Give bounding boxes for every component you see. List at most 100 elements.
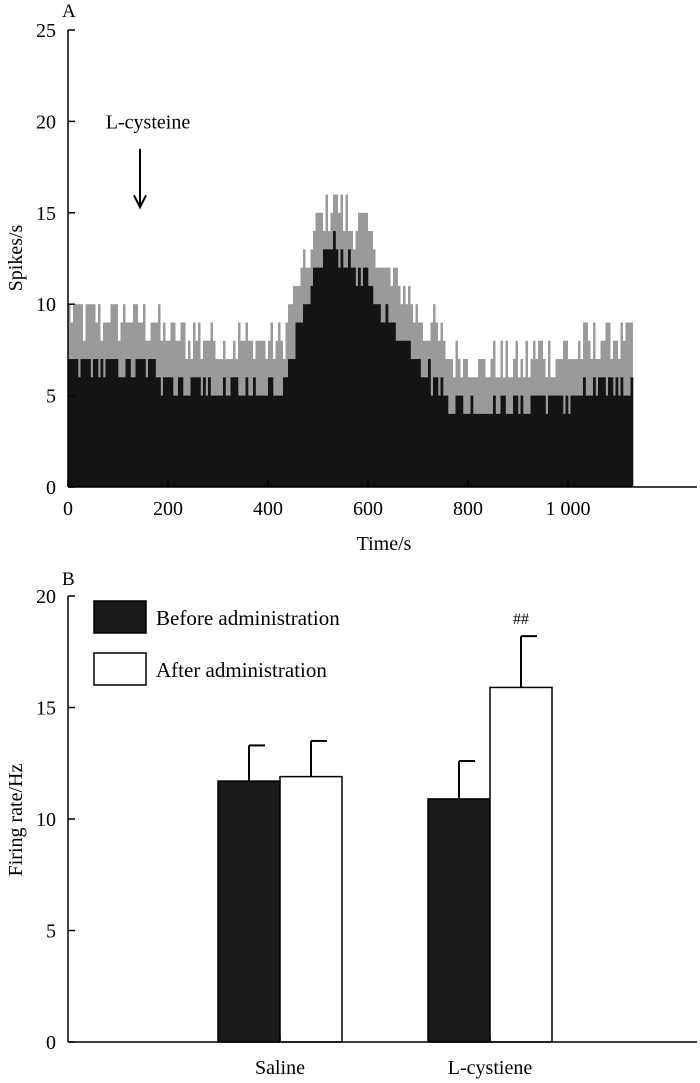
histogram-bin: [598, 377, 601, 487]
panel-b: B ## 0 5 10 15 20 Saline L-cystiene Firing ra…: [5, 569, 697, 1079]
histogram-bin: [413, 359, 416, 487]
histogram-bin: [628, 395, 631, 487]
histogram-bin: [610, 377, 614, 487]
histogram-bin: [143, 359, 146, 487]
a-x-tick-label: 600: [353, 498, 383, 520]
histogram-bin: [250, 395, 254, 487]
histogram-bin: [260, 395, 264, 487]
histogram-bin: [593, 377, 596, 487]
histogram-bin: [125, 359, 129, 487]
bar-after-saline: [279, 775, 343, 1043]
a-y-tick-label: 15: [36, 203, 56, 225]
histogram-bin: [383, 322, 386, 487]
histogram-bin: [410, 359, 414, 487]
histogram-bin: [573, 395, 576, 487]
histogram-bin: [423, 377, 426, 487]
histogram-bin: [280, 395, 284, 487]
histogram-bin: [345, 267, 349, 487]
histogram-bin: [425, 377, 429, 487]
histogram-bin: [268, 377, 271, 487]
histogram-bin: [380, 322, 384, 487]
histogram-bin: [555, 395, 559, 487]
histogram-bin: [465, 413, 469, 487]
legend-swatch-after: [93, 652, 147, 686]
b-category-labels: Saline L-cystiene: [255, 1035, 532, 1079]
histogram-bin: [590, 395, 594, 487]
b-category-label: L-cystiene: [448, 1057, 533, 1079]
histogram-bin: [98, 377, 101, 487]
a-x-ticks: 0 200 400 600 800 1 000: [63, 480, 591, 520]
histogram-bin: [185, 395, 189, 487]
b-y-tick-label: 10: [36, 809, 56, 831]
b-y-tick-label: 15: [36, 698, 56, 720]
histogram-bin: [128, 359, 131, 487]
histogram-bin: [240, 395, 244, 487]
histogram-bin: [238, 395, 241, 487]
histogram-bin: [393, 322, 396, 487]
histogram-bin: [518, 413, 521, 487]
histogram-bin: [275, 395, 279, 487]
histogram-bin: [350, 267, 354, 487]
histogram-bin: [135, 359, 139, 487]
histogram-bin: [603, 377, 606, 487]
histogram-bin: [253, 377, 256, 487]
histogram-bin: [468, 413, 471, 487]
histogram-bin: [318, 267, 321, 487]
b-y-tick-label: 5: [46, 921, 56, 943]
histogram-bin: [395, 340, 399, 487]
histogram-bin: [333, 231, 336, 487]
histogram-bin: [198, 377, 201, 487]
histogram-bin: [625, 395, 629, 487]
a-y-tick-label: 5: [46, 386, 56, 408]
histogram-bin: [563, 413, 566, 487]
histogram-bin: [80, 359, 84, 487]
histogram-bin: [178, 377, 181, 487]
histogram-bin: [225, 395, 229, 487]
b-y-tick-label: 0: [46, 1032, 56, 1054]
histogram-bin: [305, 304, 309, 487]
histogram-bin: [533, 395, 536, 487]
histogram-bin: [365, 267, 369, 487]
histogram-bin: [123, 377, 126, 487]
histogram-bin: [483, 413, 486, 487]
a-x-tick-label: 200: [153, 498, 183, 520]
histogram-bin: [463, 413, 466, 487]
histogram-bin: [88, 359, 91, 487]
histogram-bin: [540, 395, 544, 487]
histogram-bin: [473, 413, 476, 487]
histogram-bin: [308, 304, 311, 487]
histogram-bin: [73, 359, 76, 487]
histogram-bin: [545, 413, 549, 487]
histogram-bin: [140, 359, 144, 487]
histogram-bin: [363, 267, 366, 487]
histogram-bin: [523, 413, 526, 487]
histogram-bin: [535, 395, 539, 487]
histogram-bin: [408, 340, 411, 487]
histogram-bin: [490, 413, 494, 487]
histogram-bin: [338, 267, 341, 487]
histogram-bin: [160, 395, 164, 487]
histogram-bin: [85, 359, 89, 487]
histogram-bin: [548, 395, 551, 487]
histogram-bin: [493, 395, 496, 487]
histogram-bin: [498, 413, 501, 487]
histogram-bin: [630, 377, 634, 487]
histogram-bin: [208, 377, 211, 487]
histogram-bin: [565, 395, 569, 487]
histogram-bin: [315, 267, 319, 487]
histogram-bin: [163, 377, 166, 487]
histogram-bin: [495, 413, 499, 487]
histogram-bin: [300, 322, 304, 487]
histogram-bin: [265, 395, 269, 487]
histogram-bin: [420, 377, 424, 487]
histogram-bars: [68, 194, 634, 488]
histogram-bin: [455, 395, 459, 487]
histogram-bin: [290, 359, 294, 487]
histogram-bin: [580, 395, 584, 487]
histogram-bin: [145, 377, 149, 487]
b-category-label: Saline: [255, 1057, 305, 1079]
histogram-bin: [105, 359, 109, 487]
histogram-bin: [525, 413, 529, 487]
a-x-tick-label: 1 000: [546, 498, 591, 520]
histogram-bin: [585, 395, 589, 487]
